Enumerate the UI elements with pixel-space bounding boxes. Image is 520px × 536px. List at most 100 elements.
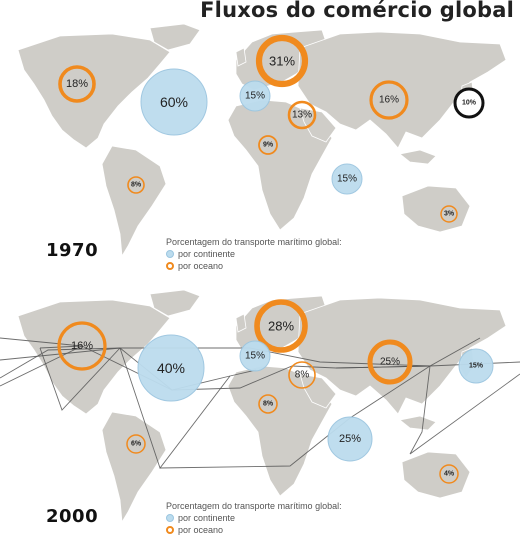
bubbles-layer: 16% 28% 40% 15% 8% 25% 15% 8% 25% 6% 4%: [57, 299, 494, 484]
bubble-circle: [255, 34, 309, 88]
bubble-circle: [254, 299, 308, 353]
landmass-greenland: [149, 289, 201, 317]
world-map-1970: 18% 31% 60% 15% 13% 16% 10% 9% 15% 8% 3%: [17, 23, 507, 258]
bubble-ocean: 16%: [369, 80, 409, 120]
bubble-label: 60%: [160, 94, 188, 110]
bubble-label: 13%: [292, 110, 312, 121]
bubble-continent: 15%: [331, 163, 363, 195]
bubble-label: 4%: [444, 471, 455, 478]
bubble-label: 8%: [131, 182, 142, 189]
bubble-continent: 25%: [327, 416, 373, 462]
bubble-label: 25%: [339, 433, 361, 445]
bubble-continent: 40%: [137, 334, 205, 402]
landmass-uk: [235, 47, 247, 67]
bubble-label: 10%: [462, 100, 477, 107]
bubble-circle: [288, 361, 316, 389]
map-panel-1970: 18% 31% 60% 15% 13% 16% 10% 9% 15% 8% 3% 1970 Porc…: [0, 20, 520, 271]
land-layer: [17, 289, 507, 524]
bubble-circle: [239, 80, 271, 112]
bubble-label: 15%: [469, 363, 484, 370]
landmass-south-america: [101, 145, 167, 258]
shipping-route: [409, 365, 520, 455]
bubble-circle: [369, 80, 409, 120]
bubble-label: 16%: [71, 340, 93, 352]
bubble-continent: 15%: [239, 80, 271, 112]
landmass-uk: [235, 313, 247, 333]
bubble-ocean: 9%: [258, 135, 278, 155]
bubble-ocean: 13%: [287, 100, 317, 130]
bubble-circle: [127, 176, 145, 194]
bubble-label: 8%: [295, 370, 310, 381]
bubble-ocean: 16%: [57, 321, 107, 371]
world-map-2000: 16% 28% 40% 15% 8% 25% 15% 8% 25% 6% 4%: [0, 289, 520, 524]
bubble-label: 15%: [245, 351, 265, 362]
bubble-label: 40%: [157, 360, 185, 376]
bubble-continent: 15%: [239, 340, 271, 372]
bubble-circle: [440, 205, 458, 223]
shipping-route: [0, 347, 520, 367]
landmass-australia: [401, 185, 471, 233]
ocean-swatch-icon: [166, 262, 174, 270]
shipping-route: [335, 337, 481, 369]
bubble-circle: [331, 163, 363, 195]
map-title: Fluxos do comércio global: [200, 0, 514, 22]
legend-1970: Porcentagem do transporte marítimo globa…: [166, 236, 342, 272]
legend-ocean-row: por oceano: [166, 260, 342, 272]
ocean-swatch-icon: [166, 526, 174, 534]
bubble-ocean: 4%: [439, 464, 459, 484]
bubble-label: 9%: [263, 142, 274, 149]
legend-title: Porcentagem do transporte marítimo globa…: [166, 237, 342, 247]
landmass-arabia: [299, 107, 337, 143]
continent-swatch-icon: [166, 250, 174, 258]
bubble-circle: [458, 348, 494, 384]
bubble-ocean: 8%: [258, 394, 278, 414]
bubble-circle: [137, 334, 205, 402]
bubble-ocean: 31%: [255, 34, 309, 88]
bubble-continent: 60%: [140, 68, 208, 136]
legend-ocean-label: por oceano: [178, 525, 224, 535]
bubble-circle: [258, 394, 278, 414]
year-label-1970: 1970: [46, 240, 99, 261]
bubble-circle: [287, 100, 317, 130]
bubble-label: 6%: [131, 441, 142, 448]
continent-swatch-icon: [166, 514, 174, 522]
bubble-circle: [327, 416, 373, 462]
bubble-ocean: 8%: [127, 176, 145, 194]
landmass-australia: [401, 451, 471, 499]
bubble-label: 15%: [337, 174, 357, 185]
legend-continent-row: por continente: [166, 248, 342, 260]
legend-continent-label: por continente: [178, 513, 236, 523]
legend-2000: Porcentagem do transporte marítimo globa…: [166, 500, 342, 536]
land-layer: [17, 23, 507, 258]
bubble-label: 15%: [245, 91, 265, 102]
legend-ocean-label: por oceano: [178, 261, 224, 271]
landmass-asia: [297, 297, 507, 415]
year-label-2000: 2000: [46, 506, 99, 527]
bubble-continent: 15%: [458, 348, 494, 384]
bubble-label: 18%: [66, 78, 88, 90]
shipping-route: [39, 347, 121, 411]
bubble-label: 16%: [379, 95, 399, 106]
bubble-circle: [367, 339, 413, 385]
bubble-circle: [58, 65, 96, 103]
bubble-circle: [439, 464, 459, 484]
landmass-north-america: [17, 299, 171, 415]
landmass-indonesia: [399, 415, 437, 431]
bubble-circle: [57, 321, 107, 371]
bubble-ocean: 8%: [288, 361, 316, 389]
landmass-asia: [297, 31, 507, 149]
map-panel-2000: 16% 28% 40% 15% 8% 25% 15% 8% 25% 6% 4% 2000 Porce…: [0, 278, 520, 536]
bubble-circle: [126, 434, 146, 454]
bubble-label: 31%: [269, 54, 295, 69]
bubble-label: 25%: [380, 357, 400, 368]
legend-continent-row: por continente: [166, 512, 342, 524]
bubble-circle: [239, 340, 271, 372]
shipping-route: [159, 365, 431, 469]
shipping-route: [0, 337, 83, 349]
bubble-ocean: 6%: [126, 434, 146, 454]
bubble-circle: [258, 135, 278, 155]
bubble-label: 8%: [263, 401, 274, 408]
landmass-south-america: [101, 411, 167, 524]
bubble-label: 3%: [444, 211, 455, 218]
landmass-greenland: [149, 23, 201, 51]
